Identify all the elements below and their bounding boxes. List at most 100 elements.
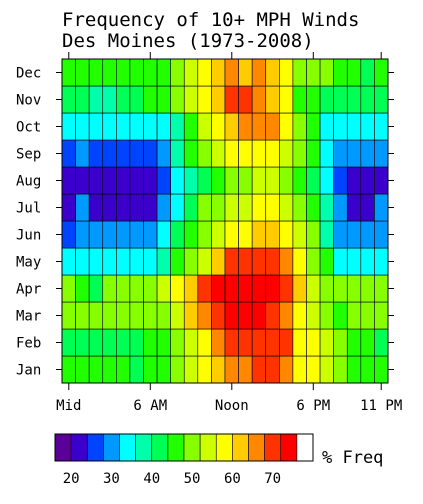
heatmap-cell: [224, 355, 239, 384]
heatmap-cell: [170, 139, 185, 168]
heatmap-cell: [292, 247, 307, 276]
colorbar-tick-label: 70: [264, 471, 281, 487]
heatmap-cell: [279, 247, 294, 276]
heatmap-cell: [292, 112, 307, 141]
heatmap-cell: [319, 112, 334, 141]
y-tick-label: Sep: [16, 147, 41, 163]
chart-title: Frequency of 10+ MPH Winds: [62, 9, 359, 31]
heatmap-cell: [265, 301, 280, 330]
heatmap-cell: [61, 301, 76, 330]
heatmap-cell: [197, 328, 212, 357]
heatmap-cell: [306, 58, 321, 87]
heatmap-cell: [333, 274, 348, 303]
heatmap-cell: [143, 274, 158, 303]
heatmap-cell: [360, 166, 375, 195]
heatmap-cell: [238, 166, 253, 195]
heatmap-cell: [183, 274, 199, 303]
heatmap-cell: [183, 58, 199, 87]
heatmap-cell: [102, 328, 117, 357]
chart-subtitle: Des Moines (1973-2008): [62, 30, 314, 52]
heatmap-cell: [319, 166, 334, 195]
heatmap-cell: [211, 193, 226, 222]
heatmap-cell: [156, 220, 171, 249]
heatmap-cell: [333, 58, 348, 87]
heatmap-cell: [360, 193, 375, 222]
heatmap-cell: [360, 328, 375, 357]
heatmap-cell: [116, 193, 131, 222]
heatmap-cell: [143, 112, 158, 141]
heatmap-cell: [238, 328, 253, 357]
heatmap-cell: [211, 85, 226, 114]
heatmap-cell: [170, 193, 185, 222]
heatmap-cell: [156, 247, 171, 276]
heatmap-cell: [61, 166, 76, 195]
heatmap-cell: [143, 328, 158, 357]
heatmap-cell: [61, 274, 76, 303]
heatmap-cell: [319, 328, 334, 357]
heatmap-cell: [224, 85, 239, 114]
heatmap-cell: [346, 247, 362, 276]
heatmap-cell: [61, 112, 76, 141]
heatmap-cell: [102, 355, 117, 384]
heatmap-cell: [129, 166, 144, 195]
heatmap-cell: [333, 139, 348, 168]
heatmap-cell: [360, 139, 375, 168]
heatmap-cell: [170, 166, 185, 195]
heatmap-cell: [156, 193, 171, 222]
heatmap-cell: [279, 274, 294, 303]
colorbar-tick-label: 60: [224, 471, 241, 487]
heatmap-cell: [265, 274, 280, 303]
heatmap-cell: [75, 112, 90, 141]
heatmap-cell: [306, 355, 321, 384]
heatmap-cell: [183, 166, 199, 195]
colorbar-swatch: [86, 433, 104, 462]
heatmap-cell: [279, 139, 294, 168]
heatmap-cell: [265, 139, 280, 168]
heatmap-cell: [156, 112, 171, 141]
heatmap-cell: [224, 193, 239, 222]
heatmap-cell: [333, 328, 348, 357]
heatmap-cell: [143, 247, 158, 276]
heatmap-cell: [88, 85, 104, 114]
colorbar-swatch: [119, 433, 136, 462]
heatmap-cell: [156, 166, 171, 195]
heatmap-cell: [265, 220, 280, 249]
x-tick-label: 6 AM: [133, 398, 167, 414]
heatmap-cell: [360, 355, 375, 384]
heatmap-cell: [292, 85, 307, 114]
heatmap-cell: [346, 274, 362, 303]
heatmap-cell: [129, 355, 144, 384]
heatmap-cell: [374, 166, 389, 195]
heatmap-cell: [116, 58, 131, 87]
heatmap-cell: [102, 193, 117, 222]
heatmap-cell: [251, 355, 267, 384]
heatmap-cell: [156, 139, 171, 168]
heatmap-cell: [88, 355, 104, 384]
heatmap-cell: [211, 355, 226, 384]
heatmap-cell: [346, 112, 362, 141]
y-tick-label: Oct: [16, 120, 41, 136]
heatmap-cell: [211, 274, 226, 303]
heatmap-cell: [333, 112, 348, 141]
colorbar-swatch: [199, 433, 217, 462]
heatmap-cell: [224, 166, 239, 195]
heatmap-cell: [333, 85, 348, 114]
heatmap-cell: [374, 301, 389, 330]
colorbar-swatch: [232, 433, 249, 462]
heatmap-cell: [265, 58, 280, 87]
heatmap-cell: [102, 274, 117, 303]
heatmap-cell: [238, 247, 253, 276]
heatmap-cell: [61, 58, 76, 87]
heatmap-cell: [211, 166, 226, 195]
heatmap-cell: [116, 328, 131, 357]
y-tick-label: Feb: [16, 336, 41, 352]
heatmap-cell: [333, 166, 348, 195]
heatmap-cell: [197, 139, 212, 168]
heatmap-cell: [360, 301, 375, 330]
colorbar-swatch: [103, 433, 120, 462]
heatmap-cell: [61, 328, 76, 357]
heatmap-cell: [265, 328, 280, 357]
heatmap-cell: [170, 301, 185, 330]
heatmap-cell: [319, 193, 334, 222]
heatmap-cell: [183, 355, 199, 384]
